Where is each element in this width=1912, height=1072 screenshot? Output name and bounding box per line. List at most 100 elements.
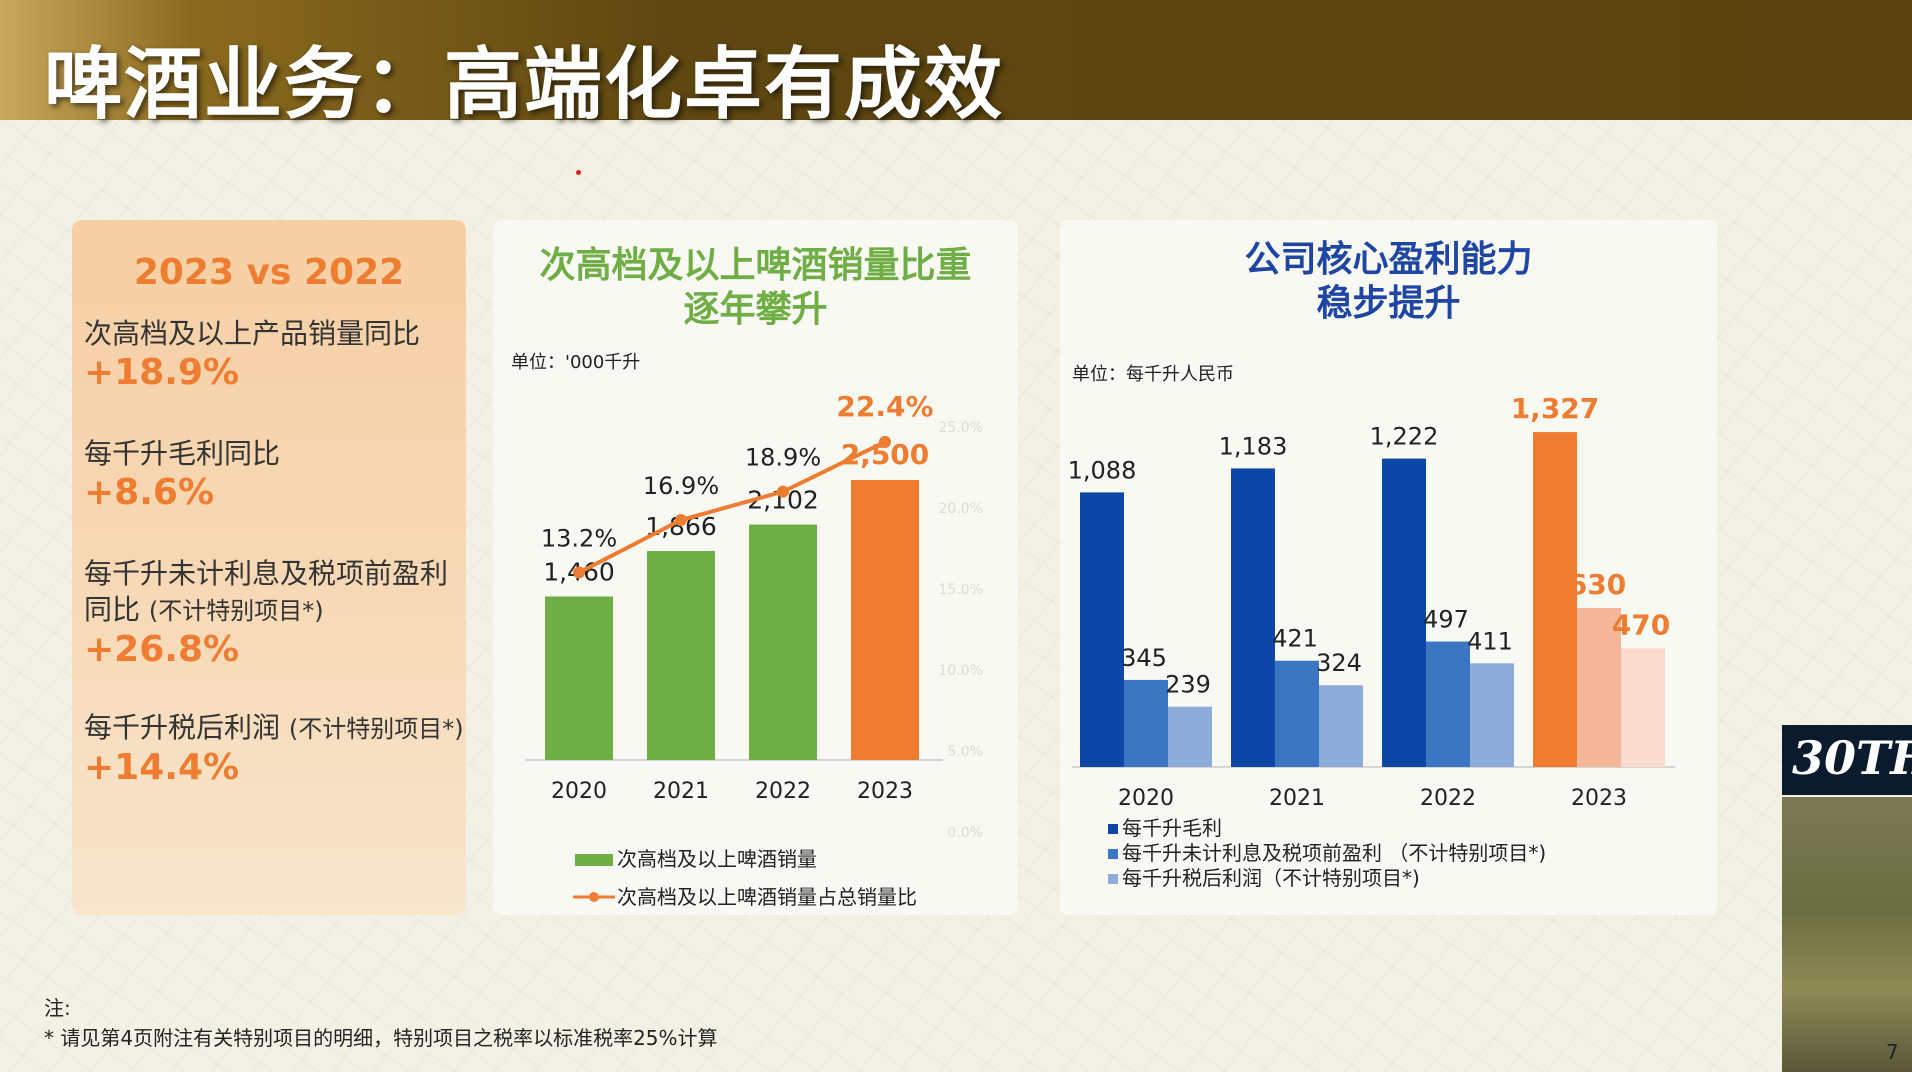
secondary-axis-tick: 20.0% (939, 501, 983, 517)
building-photo (1782, 797, 1912, 1072)
chart1-x-tick-2023: 2023 (857, 779, 913, 804)
secondary-axis-tick: 10.0% (939, 663, 983, 679)
chart2-bar-label-2020-s1: 345 (1121, 644, 1167, 672)
chart2-bar-2022-s0 (1382, 458, 1426, 767)
red-dot (576, 170, 581, 175)
chart1-unit: 单位：'000千升 (511, 352, 641, 373)
chart2-bar-2023-s1 (1577, 607, 1621, 767)
chart2-legend-label-s2: 每千升税后利润（不计特别项目*) (1122, 866, 1420, 890)
chart1-legend-line-dot (589, 892, 599, 902)
chart1-legend-line-label: 次高档及以上啤酒销量占总销量比 (617, 885, 917, 909)
summary-panel: 2023 vs 2022 次高档及以上产品销量同比 +18.9% 每千升毛利同比… (72, 220, 466, 915)
chart1-bar-2022 (749, 524, 817, 760)
chart2-bar-2020-s0 (1080, 492, 1124, 767)
anniversary-logo: 30TH (1782, 725, 1912, 795)
chart2-x-tick-2023: 2023 (1571, 786, 1627, 811)
metric-label: 次高档及以上产品销量同比 (84, 317, 421, 350)
chart1-percent-label-2020: 13.2% (541, 525, 617, 553)
metric-value: +26.8% (84, 629, 240, 670)
secondary-axis-tick: 25.0% (939, 420, 983, 436)
chart2-legend-swatch-s0 (1108, 824, 1118, 834)
metric-gross-profit: 每千升毛利同比 +8.6% (84, 436, 464, 514)
chart1-bar-2023 (851, 480, 919, 760)
chart2-bar-2020-s2 (1168, 706, 1212, 767)
chart1-percent-label-2021: 16.9% (643, 472, 719, 500)
logo-text: 30TH (1792, 731, 1912, 785)
metric-value: +8.6% (84, 472, 215, 513)
chart1-bar-2020 (545, 596, 613, 760)
chart2-unit: 单位：每千升人民币 (1072, 364, 1234, 385)
chart2-bar-label-2023-s1: 630 (1568, 568, 1626, 601)
chart2-bar-label-2022-s2: 411 (1467, 627, 1513, 655)
chart2-bar-label-2023-s0: 1,327 (1511, 392, 1600, 425)
metric-label-cont: 同比 (84, 593, 141, 626)
metric-ebit: 每千升未计利息及税项前盈利 同比 (不计特别项目*) +26.8% (84, 556, 464, 671)
chart1-percent-line (578, 440, 886, 575)
metric-label: 每千升未计利息及税项前盈利 (84, 557, 449, 590)
chart2-legend-swatch-s2 (1108, 874, 1118, 884)
chart2-bar-label-2023-s2: 470 (1612, 608, 1670, 641)
chart1-percent-label-2023: 22.4% (836, 390, 933, 423)
metric-label-row: 每千升税后利润 (不计特别项目*) (84, 710, 464, 747)
chart2-bar-2022-s1 (1426, 641, 1470, 767)
metric-label-line2: 同比 (不计特别项目*) (84, 592, 464, 629)
chart2-bar-2021-s0 (1231, 468, 1275, 767)
chart2-legend-label-s0: 每千升毛利 (1122, 816, 1222, 840)
page-title: 啤酒业务：高端化卓有成效 (44, 40, 1005, 130)
chart2-bar-label-2020-s0: 1,088 (1068, 456, 1137, 484)
chart1-x-tick-2022: 2022 (755, 779, 811, 804)
chart2-x-tick-2020: 2020 (1118, 786, 1174, 811)
secondary-axis-tick: 15.0% (939, 582, 983, 598)
chart2-legend-label-s1: 每千升未计利息及税项前盈利 （不计特别项目*) (1122, 841, 1546, 865)
chart2-bar-label-2021-s1: 421 (1272, 625, 1318, 653)
chart2-title-line2: 稳步提升 (1316, 283, 1461, 324)
profitability-chart-card: 公司核心盈利能力 稳步提升 单位：每千升人民币 1,088 345 239 2020 1… (1060, 220, 1717, 915)
chart2-bar-label-2020-s2: 239 (1165, 671, 1211, 699)
secondary-axis-tick: 0.0% (947, 825, 983, 841)
chart2-bar-label-2021-s0: 1,183 (1219, 432, 1288, 460)
chart1-percent-point-2022 (777, 485, 789, 498)
footnote: * 请见第4页附注有关特别项目的明细，特别项目之税率以标准税率25%计算 (44, 1026, 718, 1050)
chart2-bar-label-2022-s1: 497 (1423, 606, 1469, 634)
chart2-bar-label-2021-s2: 324 (1316, 649, 1362, 677)
chart1-percent-point-2023 (879, 435, 891, 448)
chart1-title-line1: 次高档及以上啤酒销量比重 (539, 245, 972, 286)
page-number: 7 (1886, 1040, 1899, 1064)
metric-label: 每千升毛利同比 (84, 437, 281, 470)
metric-value: +14.4% (84, 747, 240, 788)
chart1-legend-bar-swatch (575, 854, 613, 866)
chart2-x-tick-2021: 2021 (1269, 786, 1325, 811)
metric-sub: (不计特别项目*) (288, 715, 464, 743)
metric-sub: (不计特别项目*) (148, 597, 324, 625)
chart2-title-line1: 公司核心盈利能力 (1244, 239, 1533, 280)
chart2-bar-2021-s1 (1275, 660, 1319, 767)
chart1-title-line2: 逐年攀升 (683, 289, 828, 330)
chart1-x-tick-2020: 2020 (551, 779, 607, 804)
metric-label: 每千升税后利润 (84, 711, 281, 744)
chart1-bar-2021 (647, 551, 715, 760)
metric-net-profit: 每千升税后利润 (不计特别项目*) +14.4% (84, 710, 464, 789)
chart2-legend-swatch-s1 (1108, 849, 1118, 859)
metric-premium-volume: 次高档及以上产品销量同比 +18.9% (84, 316, 464, 394)
chart2-bar-2020-s1 (1124, 679, 1168, 767)
chart2-x-tick-2022: 2022 (1420, 786, 1476, 811)
chart1-title: 次高档及以上啤酒销量比重 逐年攀升 (493, 244, 1018, 332)
chart1-percent-label-2022: 18.9% (745, 444, 821, 472)
chart1-legend-bar-label: 次高档及以上啤酒销量 (617, 847, 817, 871)
chart2-bar-label-2022-s0: 1,222 (1370, 423, 1439, 451)
chart2-title: 公司核心盈利能力 稳步提升 (1060, 238, 1717, 326)
title-bar (0, 0, 1912, 120)
chart1-x-tick-2021: 2021 (653, 779, 709, 804)
secondary-axis-tick: 5.0% (947, 744, 983, 760)
chart1-plot: 25.0%20.0%15.0%10.0%5.0%0.0%1,46020201,8… (525, 390, 983, 909)
premium-volume-chart-card: 次高档及以上啤酒销量比重 逐年攀升 单位：'000千升 25.0% 20.0% 15… (493, 220, 1018, 915)
chart2-bar-2021-s2 (1319, 685, 1363, 767)
chart1-percent-point-2021 (675, 514, 687, 527)
chart2-bar-2022-s2 (1470, 663, 1514, 767)
summary-heading: 2023 vs 2022 (133, 252, 405, 293)
metric-value: +18.9% (84, 352, 240, 393)
chart2-bar-2023-s2 (1621, 648, 1665, 767)
chart2-bar-2023-s0 (1533, 432, 1577, 767)
chart1-percent-point-2020 (573, 566, 585, 579)
